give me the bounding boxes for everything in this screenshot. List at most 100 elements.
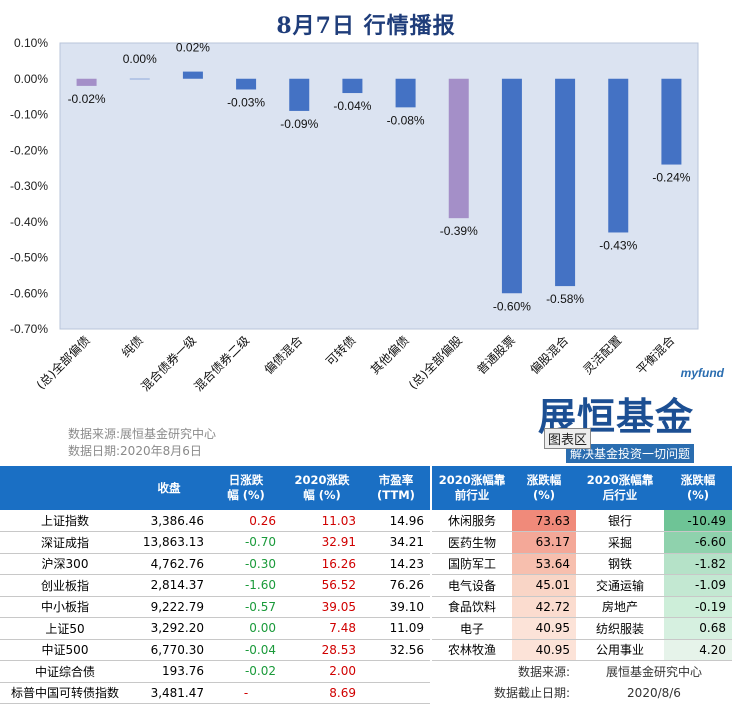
index-name: 中证综合债 (0, 660, 128, 683)
header-bottom-industry-text: 2020涨幅靠 后行业 (586, 473, 654, 502)
industry-row: 电气设备 45.01 交通运输 -1.09 (432, 574, 732, 597)
data-label: -0.03% (227, 95, 265, 109)
index-pe: 11.09 (362, 617, 430, 640)
index-name: 中小板指 (0, 596, 128, 618)
bar-6 (395, 78, 416, 108)
bottom-industry-name: 采掘 (576, 531, 664, 554)
bar-7 (448, 78, 469, 219)
y-tick-label: -0.30% (10, 179, 48, 193)
bar-1 (129, 78, 150, 80)
header-bottom-change: 涨跌幅 (%) (664, 466, 732, 510)
logo-slogan: 解决基金投资一切问题 (566, 444, 695, 463)
index-close: 2,814.37 (128, 574, 210, 597)
header-pe: 市盈率 (TTM) (362, 466, 430, 510)
index-pe (362, 660, 430, 683)
footnote-label: 数据来源: (517, 665, 570, 679)
index-day-change: -0.57 (210, 596, 282, 618)
industry-row: 休闲服务 73.63 银行 -10.49 (432, 510, 732, 532)
bottom-industry-change: -6.60 (664, 531, 732, 554)
index-close: 3,292.20 (128, 617, 210, 640)
header-top-change-text: 涨跌幅 (%) (526, 473, 562, 502)
top-industry-change: 40.95 (512, 639, 576, 661)
y-tick-label: -0.10% (10, 108, 48, 122)
top-industry-change: 45.01 (512, 574, 576, 597)
header-close: 收盘 (128, 466, 210, 510)
index-name: 中证500 (0, 639, 128, 661)
header-day-text: 日涨跌 幅 (%) (227, 473, 265, 502)
index-close: 3,481.47 (128, 682, 210, 704)
bottom-industry-name: 钢铁 (576, 553, 664, 575)
y-tick-label: -0.40% (10, 215, 48, 229)
index-pe (362, 682, 430, 704)
y-tick-label: -0.60% (10, 286, 48, 300)
footnote-value: 展恒基金研究中心 (605, 665, 702, 679)
bottom-industry-change: -10.49 (664, 510, 732, 532)
header-bottom-change-text: 涨跌幅 (%) (680, 473, 716, 502)
bar-8 (501, 78, 522, 294)
industry-row: 国防军工 53.64 钢铁 -1.82 (432, 553, 732, 575)
data-label: -0.04% (333, 99, 371, 113)
table-footnote: 数据来源: 展恒基金研究中心 (432, 661, 732, 683)
bottom-industry-name: 纺织服装 (576, 617, 664, 640)
index-close: 9,222.79 (128, 596, 210, 618)
y-tick-label: 0.10% (14, 36, 48, 50)
index-ytd-change: 16.26 (282, 553, 362, 575)
index-close: 3,386.46 (128, 510, 210, 532)
header-bottom-industry: 2020涨幅靠 后行业 (576, 466, 664, 510)
index-ytd-change: 39.05 (282, 596, 362, 618)
index-name: 创业板指 (0, 574, 128, 597)
y-tick-label: 0.00% (14, 72, 48, 86)
index-close: 193.76 (128, 660, 210, 683)
index-close: 6,770.30 (128, 639, 210, 661)
index-row: 中证综合债 193.76 -0.02 2.00 (0, 660, 430, 683)
index-ytd-change: 11.03 (282, 510, 362, 532)
header-day: 日涨跌 幅 (%) (210, 466, 282, 510)
bar-10 (608, 78, 629, 233)
index-ytd-change: 28.53 (282, 639, 362, 661)
chart-area-chip[interactable]: 图表区 (544, 428, 592, 449)
bottom-industry-change: -1.09 (664, 574, 732, 597)
data-label: -0.60% (493, 299, 531, 313)
data-label: -0.43% (599, 238, 637, 252)
index-ytd-change: 32.91 (282, 531, 362, 554)
data-label: -0.09% (280, 117, 318, 131)
top-industry-name: 电气设备 (432, 574, 512, 597)
footnote-value: 2020/8/6 (627, 685, 681, 700)
plot-area (59, 42, 699, 330)
top-industry-change: 40.95 (512, 617, 576, 640)
data-label: -0.02% (68, 92, 106, 106)
category-label: 混合债券二级 (191, 333, 253, 395)
y-tick-label: -0.70% (10, 322, 48, 336)
data-label: -0.24% (652, 171, 690, 185)
index-row: 深证成指 13,863.13 -0.70 32.91 34.21 (0, 531, 430, 554)
bar-4 (289, 78, 310, 111)
top-industry-name: 电子 (432, 617, 512, 640)
bottom-industry-change: -0.19 (664, 596, 732, 618)
industry-row: 医药生物 63.17 采掘 -6.60 (432, 531, 732, 554)
bottom-industry-change: 4.20 (664, 639, 732, 661)
data-label: 0.00% (123, 52, 157, 66)
top-industry-change: 42.72 (512, 596, 576, 618)
index-day-change: 0.26 (210, 510, 282, 532)
footnote-label: 数据截止日期: (493, 686, 570, 701)
header-blank (0, 466, 128, 510)
index-row: 中证500 6,770.30 -0.04 28.53 32.56 (0, 639, 430, 661)
index-close: 13,863.13 (128, 531, 210, 554)
top-industry-change: 63.17 (512, 531, 576, 554)
index-day-change: -0.30 (210, 553, 282, 575)
y-tick-label: -0.50% (10, 251, 48, 265)
bottom-industry-name: 银行 (576, 510, 664, 532)
industry-row: 农林牧渔 40.95 公用事业 4.20 (432, 639, 732, 661)
index-day-change: -0.02 (210, 660, 282, 683)
y-tick-label: -0.20% (10, 143, 48, 157)
industry-table: 2020涨幅靠 前行业 涨跌幅 (%) 2020涨幅靠 后行业 涨跌幅 (%) … (432, 466, 732, 704)
category-label: 可转债 (322, 333, 358, 369)
header-pe-text: 市盈率 (TTM) (377, 473, 415, 502)
top-industry-name: 国防军工 (432, 553, 512, 575)
index-table: 收盘 日涨跌 幅 (%) 2020涨跌 幅 (%) 市盈率 (TTM) 上证指数… (0, 466, 430, 704)
logo-en: myfund (680, 366, 724, 380)
industry-row: 食品饮料 42.72 房地产 -0.19 (432, 596, 732, 618)
data-label: -0.39% (440, 224, 478, 238)
index-pe: 14.96 (362, 510, 430, 532)
index-name: 上证50 (0, 617, 128, 640)
